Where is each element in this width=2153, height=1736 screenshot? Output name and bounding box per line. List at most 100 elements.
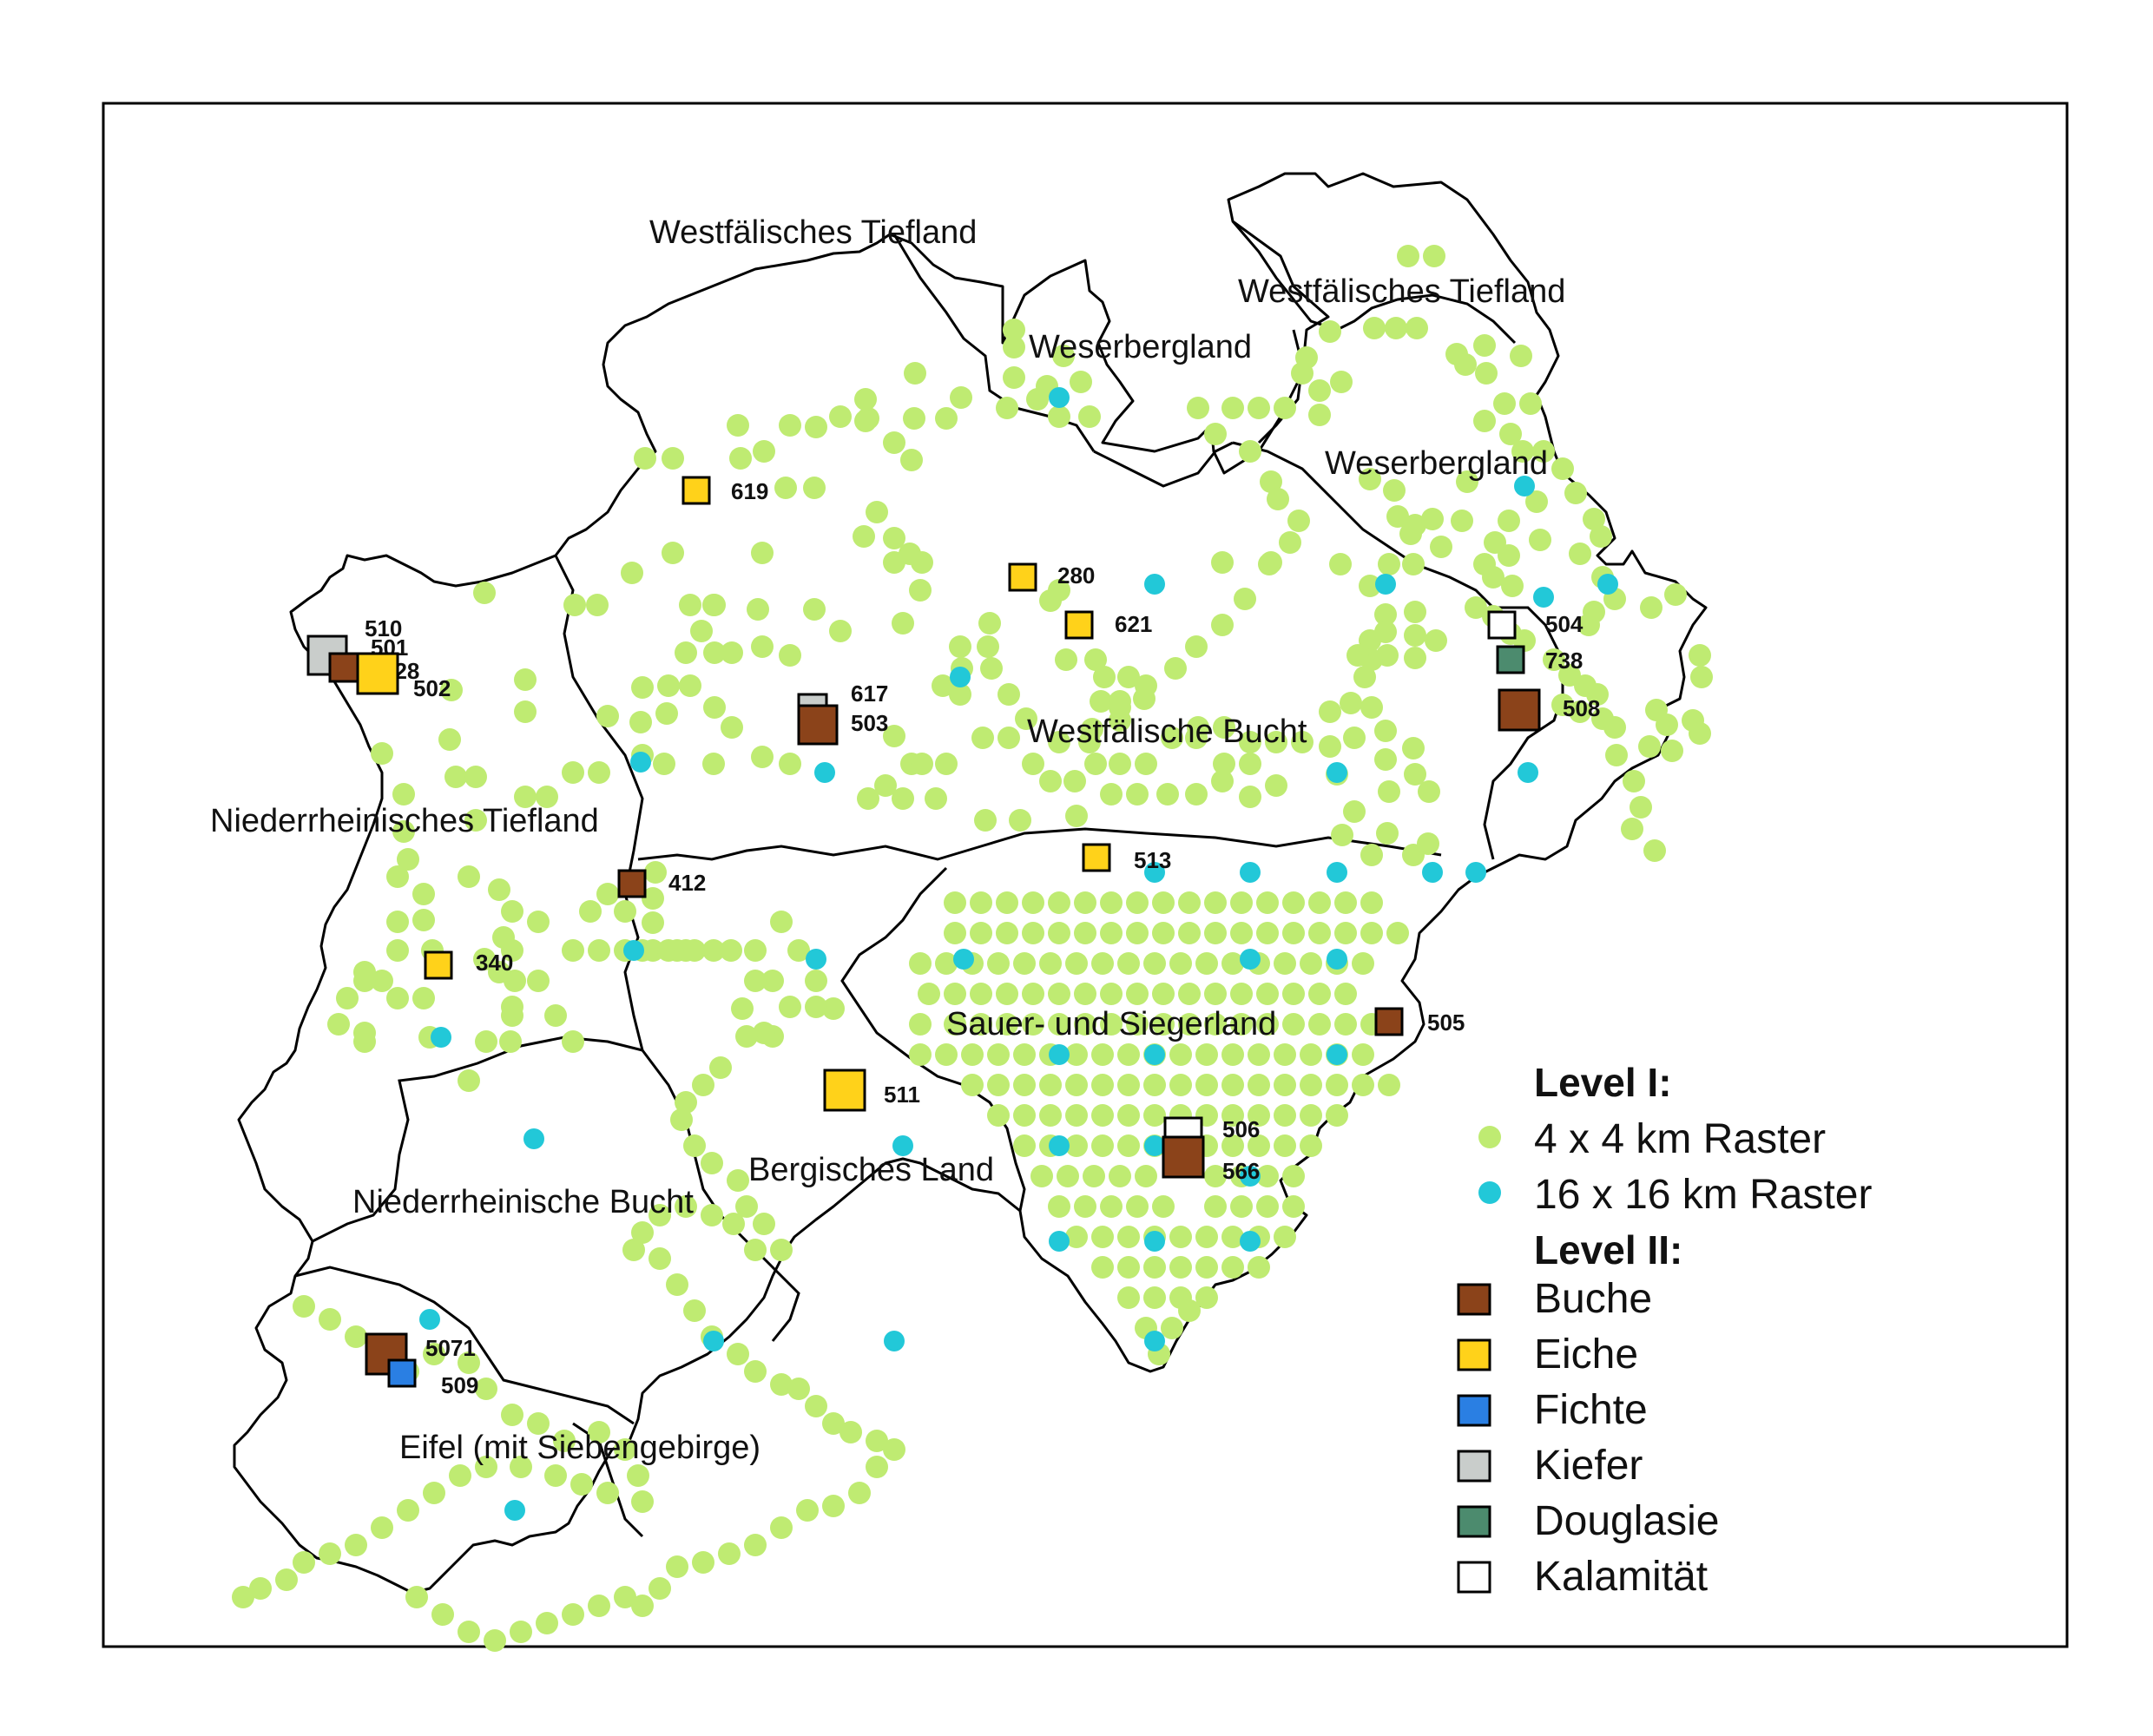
level1-4km-dot bbox=[1091, 1256, 1114, 1279]
level1-16km-dot bbox=[892, 1135, 913, 1156]
level1-4km-dot bbox=[1090, 690, 1112, 713]
level1-4km-dot bbox=[854, 388, 877, 411]
level1-4km-dot bbox=[1475, 362, 1498, 385]
level1-4km-dot bbox=[1204, 1195, 1227, 1218]
level1-4km-dot bbox=[822, 1412, 845, 1435]
level1-4km-dot bbox=[1661, 740, 1683, 762]
level1-4km-dot bbox=[1135, 674, 1157, 697]
level1-4km-dot bbox=[883, 551, 905, 574]
level1-4km-dot bbox=[1022, 891, 1044, 914]
level1-4km-dot bbox=[1308, 891, 1331, 914]
level1-4km-dot bbox=[770, 1239, 793, 1261]
level1-4km-dot bbox=[562, 761, 584, 784]
level1-4km-dot bbox=[514, 700, 537, 723]
level1-4km-dot bbox=[805, 1395, 827, 1417]
region-label-bergisches-land: Bergisches Land bbox=[748, 1152, 994, 1188]
level1-4km-dot bbox=[935, 407, 958, 430]
level1-4km-dot bbox=[1152, 922, 1175, 944]
level1-4km-dot bbox=[1178, 1299, 1201, 1322]
level1-4km-dot bbox=[392, 820, 415, 843]
level1-4km-dot bbox=[805, 996, 827, 1018]
level2-sites: 6192806216175035105013285024123405135047… bbox=[306, 476, 1600, 1398]
level2-site-label: 508 bbox=[1563, 695, 1600, 721]
level1-4km-dot bbox=[293, 1295, 315, 1318]
level1-4km-dot bbox=[1211, 614, 1234, 636]
level1-4km-dot bbox=[1334, 891, 1357, 914]
level2-site-label: 513 bbox=[1134, 847, 1171, 873]
level1-4km-dot bbox=[586, 594, 609, 616]
legend-swatch bbox=[1457, 1338, 1491, 1371]
legend-16km-marker bbox=[1478, 1181, 1501, 1204]
level1-4km-dot bbox=[1326, 1104, 1348, 1127]
level1-4km-dot bbox=[909, 1013, 932, 1036]
level1-4km-dot bbox=[488, 961, 510, 983]
level1-4km-dot bbox=[249, 1577, 272, 1600]
level1-4km-dot bbox=[1417, 832, 1439, 855]
level1-4km-dot bbox=[458, 865, 480, 888]
level2-site-label: 503 bbox=[851, 710, 888, 736]
level1-4km-dot bbox=[1135, 753, 1157, 775]
level1-4km-dot bbox=[944, 1013, 966, 1036]
level1-4km-dot bbox=[1048, 1013, 1070, 1036]
level1-4km-dot bbox=[1178, 983, 1201, 1005]
level1-4km-dot bbox=[751, 635, 774, 658]
region-label-westf-tiefland-east: Westfälisches Tiefland bbox=[1238, 273, 1565, 310]
legend: Level I: 4 x 4 km Raster 16 x 16 km Rast… bbox=[1457, 1060, 1873, 1600]
level1-4km-dot bbox=[405, 1586, 428, 1608]
level1-4km-dot bbox=[1425, 629, 1447, 652]
level1-4km-dot bbox=[854, 410, 877, 432]
level1-4km-dot bbox=[1643, 839, 1666, 862]
level1-4km-dot bbox=[1605, 744, 1628, 766]
region-label-westf-tiefland-north: Westfälisches Tiefland bbox=[649, 214, 977, 251]
level1-4km-dot bbox=[1211, 551, 1234, 574]
level1-4km-dot bbox=[770, 911, 793, 933]
legend-4km-marker bbox=[1478, 1126, 1501, 1148]
level1-4km-dot bbox=[1048, 405, 1070, 428]
level1-4km-dot bbox=[1117, 1104, 1140, 1127]
level1-16km-dot bbox=[1049, 387, 1070, 408]
level1-16km-dot bbox=[1049, 1135, 1070, 1156]
level1-4km-dot bbox=[874, 774, 897, 797]
level1-16km-dot bbox=[1144, 1135, 1165, 1156]
level2-site-marker bbox=[797, 704, 839, 746]
legend-label: Kiefer bbox=[1534, 1443, 1643, 1489]
level1-4km-dot bbox=[438, 728, 461, 751]
level2-site-marker bbox=[823, 1069, 866, 1112]
level1-4km-dot bbox=[1169, 952, 1192, 975]
level1-4km-dot bbox=[1376, 822, 1399, 845]
level1-4km-dot bbox=[423, 1482, 445, 1504]
level1-4km-dot bbox=[1195, 1256, 1218, 1279]
level2-site-marker bbox=[1064, 610, 1094, 640]
level1-16km-dot bbox=[884, 1331, 905, 1351]
level1-4km-dot bbox=[1352, 1043, 1374, 1066]
level1-4km-dot bbox=[932, 674, 954, 697]
level1-4km-dot bbox=[662, 447, 684, 470]
legend-4km-label: 4 x 4 km Raster bbox=[1534, 1116, 1826, 1162]
legend-swatch bbox=[1457, 1283, 1491, 1316]
level1-4km-dot bbox=[1484, 531, 1506, 554]
level1-4km-dot bbox=[1374, 720, 1397, 742]
level1-4km-dot bbox=[1091, 952, 1114, 975]
level1-4km-dot bbox=[1689, 644, 1711, 667]
level1-4km-dot bbox=[1221, 1104, 1244, 1127]
level1-4km-dot bbox=[1117, 1256, 1140, 1279]
level1-4km-dot bbox=[1418, 780, 1440, 803]
level2-site-label: 505 bbox=[1427, 1009, 1465, 1036]
level1-4km-dot bbox=[1022, 753, 1044, 775]
level1-4km-dot bbox=[1248, 1134, 1270, 1157]
level1-4km-dot bbox=[449, 1464, 471, 1487]
level1-4km-dot bbox=[805, 416, 827, 438]
level1-4km-dot bbox=[527, 1412, 550, 1435]
level1-4km-dot bbox=[1519, 392, 1542, 415]
level1-4km-dot bbox=[735, 1195, 758, 1218]
level1-4km-dot bbox=[1039, 1104, 1062, 1127]
level1-4km-dot bbox=[996, 397, 1018, 419]
level1-4km-dot bbox=[440, 679, 463, 701]
level1-4km-dot bbox=[1084, 753, 1107, 775]
level1-4km-dot bbox=[392, 783, 415, 806]
level1-4km-dot bbox=[353, 1022, 376, 1044]
level1-4km-dot bbox=[848, 1482, 871, 1504]
level1-4km-dot bbox=[1501, 575, 1524, 597]
level1-16km-dot bbox=[1144, 574, 1165, 595]
level1-4km-dot bbox=[1152, 1013, 1175, 1036]
